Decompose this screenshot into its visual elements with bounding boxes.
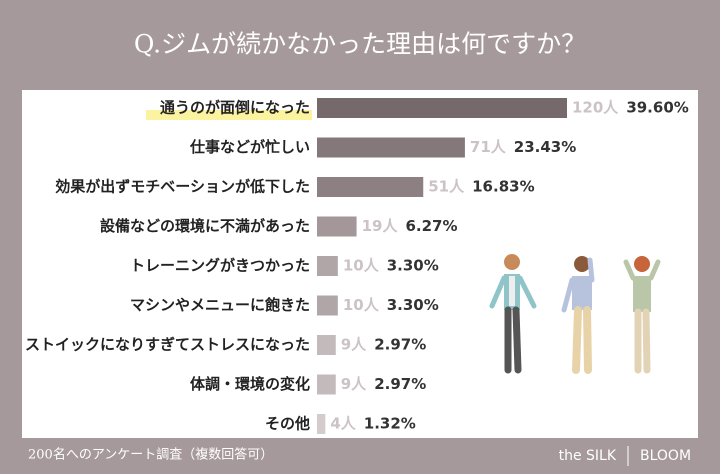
category-label: 通うのが面倒になった [160, 99, 310, 117]
bar [317, 414, 326, 434]
count-label: 9人 [341, 375, 367, 393]
percent-label: 3.30% [387, 257, 439, 275]
illustration [489, 254, 661, 374]
footer-note: 200名へのアンケート調査（複数回答可） [28, 447, 273, 463]
count-label: 71人 [470, 138, 507, 156]
count-label: 9人 [341, 336, 367, 354]
percent-label: 39.60% [626, 99, 688, 117]
brand: the SILK [559, 448, 617, 464]
bar [317, 335, 336, 355]
category-label: トレーニングがきつかった [130, 257, 310, 275]
chart-title: Q.ジムが続かなかった理由は何ですか？ [134, 30, 586, 59]
category-label: 設備などの環境に不満があった [100, 217, 310, 235]
percent-label: 2.97% [374, 336, 426, 354]
percent-label: 16.83% [472, 178, 534, 196]
percent-label: 23.43% [514, 138, 576, 156]
bar [317, 137, 465, 158]
count-label: 4人 [330, 415, 356, 433]
category-label: 体調・環境の変化 [190, 375, 310, 393]
bar [317, 256, 338, 276]
count-label: 10人 [343, 296, 380, 314]
percent-label: 6.27% [405, 217, 457, 235]
bar [317, 177, 424, 197]
count-label: 10人 [343, 257, 380, 275]
bar [317, 374, 336, 395]
count-label: 19人 [362, 217, 399, 235]
bar [317, 295, 338, 316]
highlight [146, 110, 312, 120]
bar [317, 216, 357, 237]
category-label: マシンやメニューに飽きた [130, 296, 310, 314]
percent-label: 2.97% [374, 375, 426, 393]
count-label: 51人 [428, 178, 465, 196]
category-label: 効果が出ずモチベーションが低下した [55, 178, 310, 196]
category-label: ストイックになりすぎてストレスになった [25, 336, 310, 354]
percent-label: 3.30% [387, 296, 439, 314]
brand: BLOOM [640, 448, 691, 464]
bar [317, 98, 567, 118]
category-label: 仕事などが忙しい [189, 138, 310, 156]
count-label: 120人 [572, 99, 619, 117]
category-label: その他 [265, 415, 310, 433]
percent-label: 1.32% [364, 415, 416, 433]
